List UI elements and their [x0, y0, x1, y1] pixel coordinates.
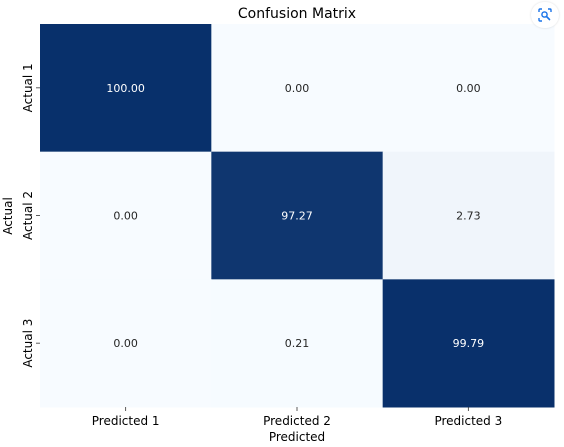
visual-search-button[interactable]: [531, 2, 559, 28]
heatmap-cell: [211, 151, 384, 280]
heatmap-cell: [40, 279, 212, 408]
y-axis-label: Actual: [1, 197, 15, 235]
cell-value-label: 100.00: [106, 82, 145, 95]
heatmap-cell: [40, 24, 212, 153]
x-tick-label: Predicted 2: [263, 414, 331, 428]
heatmap-cell: [211, 24, 384, 153]
cell-value-label: 97.27: [281, 210, 313, 223]
y-axis-ticks: Actual 1 Actual 2 Actual 3: [21, 63, 40, 368]
y-tick-label: Actual 3: [21, 319, 35, 368]
chart-title: Confusion Matrix: [238, 6, 356, 22]
heatmap-cells: [40, 24, 555, 408]
heatmap-cell: [382, 151, 555, 280]
heatmap-cell: [211, 279, 384, 408]
cell-value-label: 0.00: [113, 210, 138, 223]
cell-value-labels: 100.00 0.00 0.00 0.00 97.27 2.73 0.00 0.21 99.79: [106, 82, 484, 350]
cell-value-label: 0.00: [285, 82, 310, 95]
x-axis-label: Predicted: [269, 430, 325, 444]
cell-value-label: 0.00: [456, 82, 481, 95]
cell-value-label: 99.79: [453, 337, 485, 350]
x-axis-ticks: Predicted 1 Predicted 2 Predicted 3: [92, 407, 502, 428]
y-tick-label: Actual 1: [21, 63, 35, 112]
cell-value-label: 0.21: [285, 337, 310, 350]
heatmap-cell: [382, 279, 555, 408]
x-tick-label: Predicted 1: [92, 414, 160, 428]
cell-value-label: 2.73: [456, 210, 481, 223]
cell-value-label: 0.00: [113, 337, 138, 350]
x-tick-label: Predicted 3: [434, 414, 502, 428]
visual-search-icon: [538, 8, 552, 22]
heatmap-cell: [40, 151, 212, 280]
y-tick-label: Actual 2: [21, 191, 35, 240]
heatmap-cell: [382, 24, 555, 153]
